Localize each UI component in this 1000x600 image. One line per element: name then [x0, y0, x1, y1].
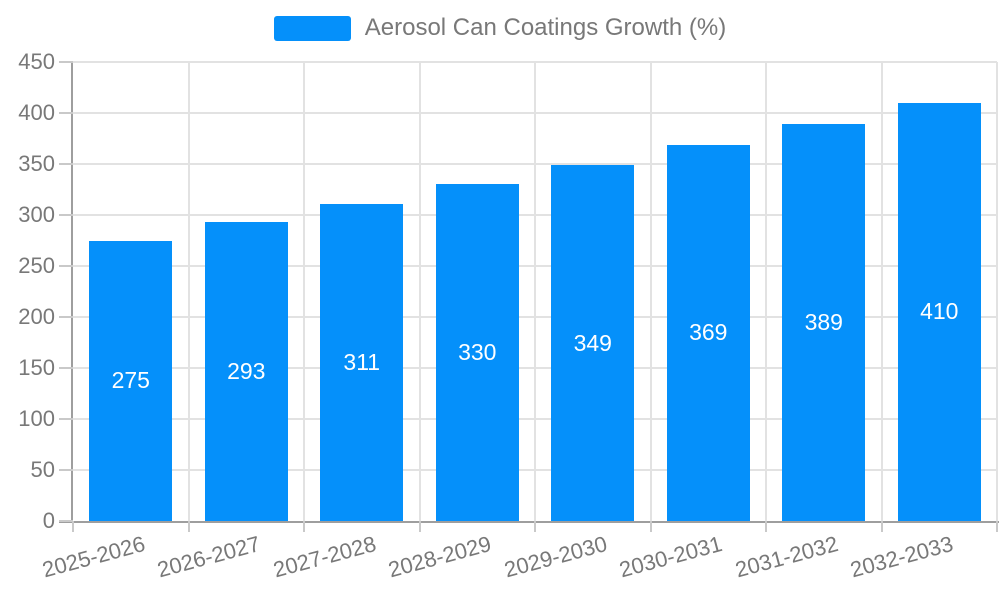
- bar-value-label: 369: [689, 319, 728, 346]
- x-axis-tick: [534, 521, 536, 532]
- x-axis-tick: [880, 521, 883, 532]
- bar-value-label: 311: [343, 348, 381, 375]
- y-axis-tick: [59, 469, 73, 471]
- plot-area: 0 50 100 150 200 250 300 350 400 450 275 2025-2026 2…: [18, 49, 999, 582]
- bar-value-label: 349: [573, 329, 612, 356]
- x-axis-label: 2027-2028: [270, 531, 379, 583]
- x-gridline: [765, 62, 767, 521]
- bar[interactable]: 293: [204, 222, 288, 521]
- y-axis-tick: [59, 112, 73, 114]
- bar-value-label: 293: [227, 358, 266, 385]
- x-axis-tick: [187, 521, 190, 532]
- bar-value-label: 410: [920, 298, 959, 325]
- x-axis-tick: [418, 521, 421, 532]
- x-axis-tick: [649, 521, 652, 532]
- y-axis-label: 400: [18, 100, 55, 125]
- bar-value-label: 275: [111, 367, 150, 394]
- y-axis-label: 200: [18, 304, 55, 329]
- y-axis-tick: [59, 61, 73, 63]
- x-axis-label: 2030-2031: [616, 531, 725, 583]
- x-gridline: [996, 62, 998, 521]
- x-axis-tick: [996, 521, 998, 532]
- y-axis-tick: [59, 163, 73, 165]
- bar-value-label: 389: [804, 309, 843, 336]
- x-axis-label: 2028-2029: [385, 531, 494, 583]
- x-gridline: [649, 62, 652, 521]
- x-axis-tick: [303, 521, 305, 532]
- x-axis-tick: [72, 521, 74, 532]
- x-gridline: [303, 62, 305, 521]
- bar[interactable]: 275: [89, 240, 173, 521]
- x-axis-label: 2026-2027: [154, 531, 263, 583]
- legend-item[interactable]: Aerosol Can Coatings Growth (%): [0, 14, 1000, 42]
- y-axis-line: [71, 62, 73, 523]
- y-axis-tick: [59, 316, 73, 318]
- y-axis-tick: [59, 418, 73, 420]
- legend-label: Aerosol Can Coatings Growth (%): [364, 14, 727, 41]
- bar[interactable]: 349: [551, 165, 635, 521]
- y-axis-label: 50: [30, 457, 55, 482]
- y-axis-label: 150: [18, 355, 55, 380]
- y-axis-label: 0: [42, 508, 55, 533]
- y-axis-label: 350: [18, 151, 55, 176]
- legend-swatch-icon: [273, 15, 351, 41]
- y-axis-tick: [59, 214, 73, 216]
- x-axis-label: 2025-2026: [39, 531, 148, 583]
- x-axis-label: 2029-2030: [501, 531, 610, 583]
- x-axis-tick: [765, 521, 767, 532]
- bar[interactable]: 389: [782, 124, 866, 521]
- y-axis-tick: [59, 265, 73, 267]
- x-gridline: [880, 62, 883, 521]
- bar[interactable]: 311: [320, 203, 404, 521]
- y-axis-label: 300: [18, 202, 55, 227]
- y-axis-tick: [59, 520, 73, 522]
- y-axis-tick: [59, 367, 73, 369]
- bar[interactable]: 369: [666, 144, 750, 521]
- x-axis-label: 2032-2033: [847, 531, 956, 583]
- bar[interactable]: 330: [435, 184, 519, 521]
- x-axis-label: 2031-2032: [732, 531, 841, 583]
- x-axis-line: [59, 521, 999, 523]
- x-gridline: [534, 62, 536, 521]
- y-axis-label: 100: [18, 406, 55, 431]
- y-axis-label: 450: [18, 49, 55, 74]
- bar[interactable]: 410: [897, 102, 981, 521]
- bar-value-label: 330: [458, 339, 497, 366]
- y-axis-label: 250: [18, 253, 55, 278]
- x-gridline: [418, 62, 421, 521]
- x-gridline: [187, 62, 190, 521]
